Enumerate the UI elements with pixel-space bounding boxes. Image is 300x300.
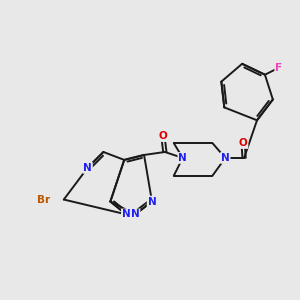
Text: N: N <box>83 163 92 173</box>
Text: O: O <box>239 138 248 148</box>
Text: O: O <box>158 131 167 141</box>
Text: N: N <box>122 209 130 219</box>
Text: N: N <box>178 153 187 163</box>
Text: N: N <box>131 209 140 219</box>
Text: F: F <box>275 63 282 73</box>
Text: Br: Br <box>38 194 51 205</box>
Text: N: N <box>148 196 156 206</box>
Text: N: N <box>221 153 230 163</box>
